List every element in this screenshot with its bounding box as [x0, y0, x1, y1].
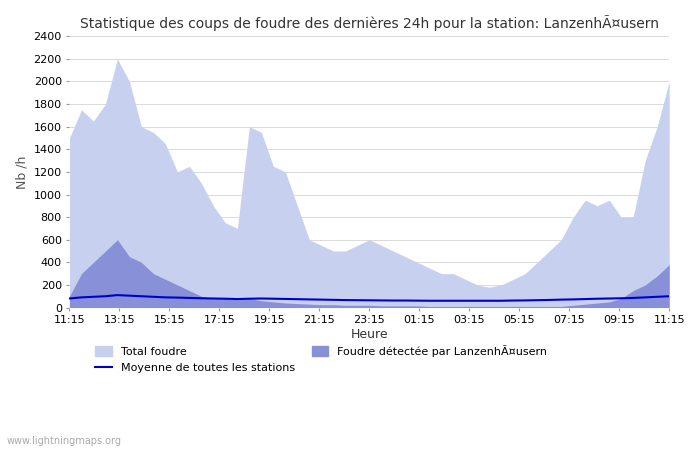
Y-axis label: Nb /h: Nb /h [15, 155, 28, 189]
Title: Statistique des coups de foudre des dernières 24h pour la station: LanzenhÃ¤user: Statistique des coups de foudre des dern… [80, 15, 659, 31]
Legend: Total foudre, Moyenne de toutes les stations, Foudre détectée par LanzenhÃ¤usern: Total foudre, Moyenne de toutes les stat… [91, 341, 552, 378]
Text: www.lightningmaps.org: www.lightningmaps.org [7, 436, 122, 446]
X-axis label: Heure: Heure [351, 328, 388, 341]
